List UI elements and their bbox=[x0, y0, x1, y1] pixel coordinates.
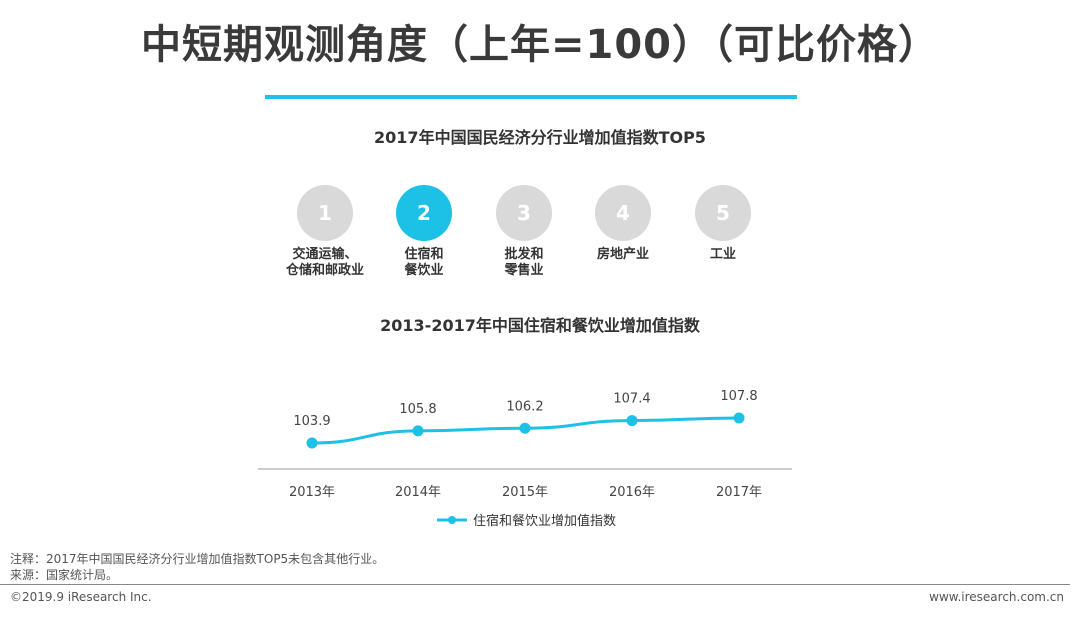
copyright: ©2019.9 iResearch Inc. bbox=[10, 590, 152, 604]
legend: 住宿和餐饮业增加值指数 bbox=[437, 513, 616, 529]
data-point bbox=[733, 412, 745, 424]
rank-label-1: 交通运输、 仓储和邮政业 bbox=[285, 247, 364, 278]
data-point bbox=[626, 415, 638, 427]
rank-item-1: 1 交通运输、 仓储和邮政业 bbox=[270, 185, 380, 279]
title-underline bbox=[265, 95, 797, 99]
x-tick-label: 2017年 bbox=[716, 485, 762, 500]
data-label: 107.8 bbox=[720, 389, 757, 404]
rank-circle-4: 4 bbox=[595, 185, 651, 241]
rank-label-4: 房地产业 bbox=[596, 247, 649, 262]
footnote: 注释：2017年中国国民经济分行业增加值指数TOP5未包含其他行业。 bbox=[10, 552, 385, 566]
rank-circle-3: 3 bbox=[496, 185, 552, 241]
rank-circle-1: 1 bbox=[297, 185, 353, 241]
rank-circle-2: 2 bbox=[396, 185, 452, 241]
source-note: 来源：国家统计局。 bbox=[10, 568, 119, 582]
data-point bbox=[306, 437, 318, 449]
data-points bbox=[306, 412, 745, 449]
data-label: 103.9 bbox=[293, 414, 330, 429]
rank-item-4: 4 房地产业 bbox=[568, 185, 678, 263]
rank-item-2: 2 住宿和 餐饮业 bbox=[369, 185, 479, 279]
x-tick-label: 2013年 bbox=[289, 485, 335, 500]
chart-title: 2013-2017年中国住宿和餐饮业增加值指数 bbox=[380, 316, 700, 335]
rank-label-2: 住宿和 餐饮业 bbox=[404, 247, 444, 278]
x-tick-label: 2016年 bbox=[609, 485, 655, 500]
x-tick-label: 2015年 bbox=[502, 485, 548, 500]
footer-divider bbox=[0, 584, 1070, 585]
x-tick-label: 2014年 bbox=[395, 485, 441, 500]
data-labels: 103.9 105.8 106.2 107.4 107.8 bbox=[293, 389, 757, 429]
rank-item-3: 3 批发和 零售业 bbox=[469, 185, 579, 279]
data-point bbox=[519, 422, 531, 434]
page-title: 中短期观测角度（上年=100）（可比价格） bbox=[140, 22, 939, 68]
rank-label-3: 批发和 零售业 bbox=[504, 247, 544, 278]
x-tick-labels: 2013年 2014年 2015年 2016年 2017年 bbox=[289, 485, 762, 500]
legend-marker bbox=[448, 516, 456, 524]
data-label: 106.2 bbox=[506, 399, 543, 414]
legend-label: 住宿和餐饮业增加值指数 bbox=[473, 513, 616, 529]
rank-circle-5: 5 bbox=[695, 185, 751, 241]
top5-title: 2017年中国国民经济分行业增加值指数TOP5 bbox=[374, 128, 706, 147]
data-label: 107.4 bbox=[613, 392, 650, 407]
rank-item-5: 5 工业 bbox=[668, 185, 778, 263]
website-link: www.iresearch.com.cn bbox=[929, 590, 1064, 604]
data-label: 105.8 bbox=[399, 402, 436, 417]
data-point bbox=[412, 425, 424, 437]
rank-label-5: 工业 bbox=[709, 247, 736, 262]
